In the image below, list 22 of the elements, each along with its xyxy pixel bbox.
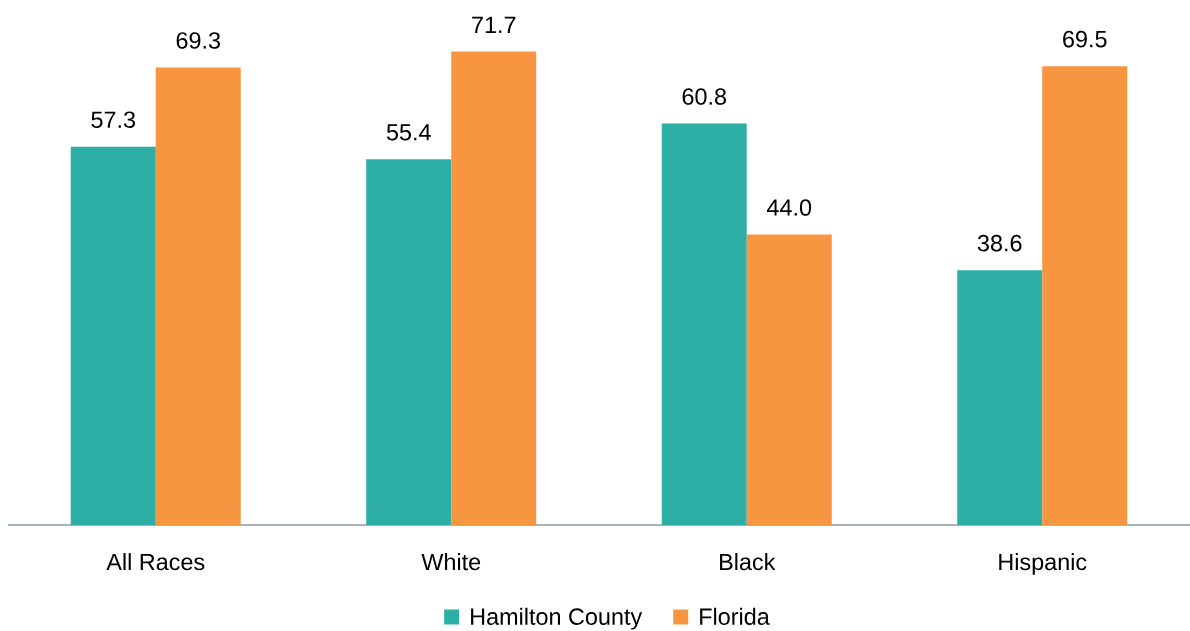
legend-label: Hamilton County	[471, 607, 643, 630]
data-label: 38.6	[977, 234, 1022, 252]
data-label: 44.0	[766, 199, 812, 216]
data-label: 69.5	[1063, 30, 1107, 48]
data-label: 71.7	[472, 16, 516, 33]
bar	[957, 270, 1043, 525]
bar	[70, 146, 156, 525]
x-tick-label: White	[421, 553, 481, 571]
x-tick-label: Hispanic	[999, 553, 1087, 575]
data-label: 69.3	[176, 32, 220, 49]
bar	[746, 234, 832, 525]
bar	[1042, 66, 1128, 525]
data-label: 60.8	[682, 88, 726, 105]
bar	[661, 123, 747, 525]
x-tick-label: All Races	[106, 553, 205, 571]
x-tick-label: Black	[720, 553, 776, 571]
data-label: 57.3	[91, 111, 135, 128]
bar	[366, 159, 452, 525]
data-label: 55.4	[386, 124, 431, 141]
legend-label: Florida	[700, 607, 770, 625]
bar	[155, 67, 241, 525]
bar	[451, 51, 537, 525]
